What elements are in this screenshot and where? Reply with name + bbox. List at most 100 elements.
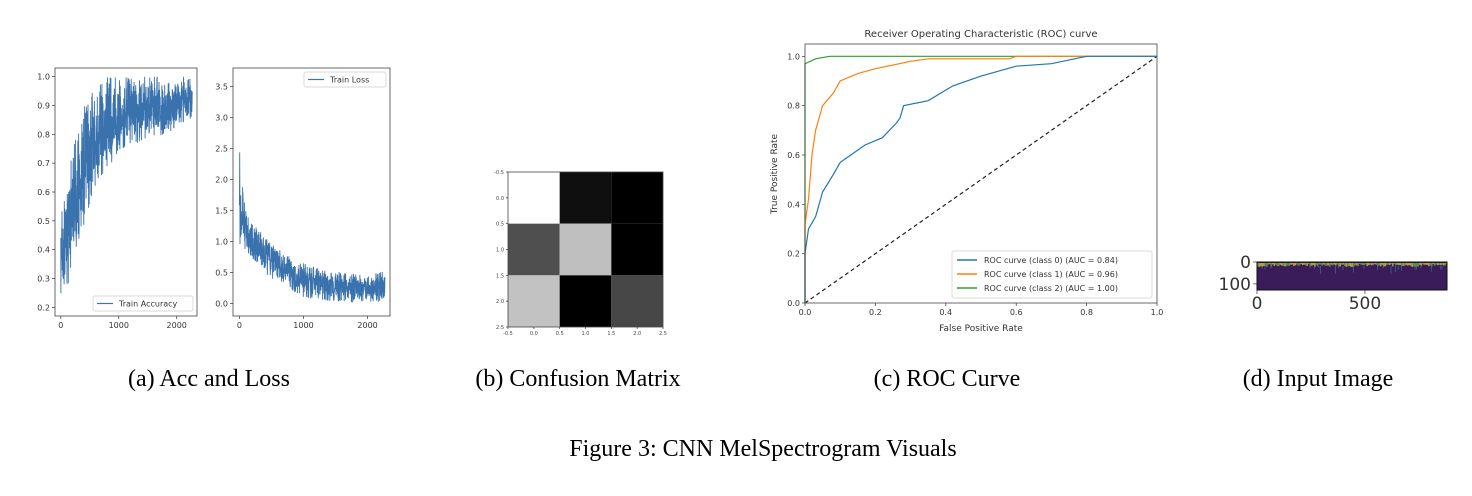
spectrogram-band <box>1320 263 1322 265</box>
roc-series-line <box>804 55 1157 303</box>
y-tick-label: 2.0 <box>215 176 228 185</box>
spectrogram-band <box>1392 263 1394 267</box>
spectrogram-band <box>1396 263 1398 265</box>
loss-chart: 0 1000 2000 0.0 0.5 1.0 1.5 2.0 2.5 3.0 3.5 Train L… <box>215 67 391 330</box>
y-tick-label: 0.5 <box>496 222 504 228</box>
spectrogram-band <box>1345 263 1347 267</box>
spectrogram-band <box>1270 266 1272 269</box>
y-tick-label: -0.5 <box>494 170 504 176</box>
caption-c: (c) ROC Curve <box>874 366 1021 392</box>
spectrogram-band <box>1348 263 1350 266</box>
spectrogram-band <box>1296 263 1298 265</box>
roc-title: Receiver Operating Characteristic (ROC) … <box>864 29 1097 40</box>
y-tick-label: 1.0 <box>787 52 800 61</box>
y-tick-label: 0.5 <box>37 217 50 226</box>
spectrogram-band <box>1425 263 1427 265</box>
y-tick-label: 0.6 <box>37 188 50 197</box>
matrix-cell <box>508 275 560 327</box>
spectrogram-band <box>1350 263 1352 267</box>
x-tick-label: 0.2 <box>869 308 882 317</box>
caption-a: (a) Acc and Loss <box>128 366 290 392</box>
caption-b: (b) Confusion Matrix <box>475 366 680 392</box>
y-tick-label: 0.2 <box>787 250 800 259</box>
spectrogram-band <box>1369 263 1371 266</box>
matrix-cell <box>559 223 612 276</box>
matrix-cell <box>508 172 560 224</box>
spectrogram-band <box>1281 263 1283 266</box>
spectrogram-band <box>1360 263 1362 265</box>
y-tick-label: 0.4 <box>37 246 50 255</box>
spectrogram-band <box>1386 263 1388 266</box>
spectrogram-band <box>1368 263 1370 266</box>
spectrogram-band <box>1372 263 1374 266</box>
x-tick-label: 1000 <box>293 321 313 330</box>
matrix-cell <box>611 172 663 224</box>
spectrogram-band <box>1314 263 1316 267</box>
spectrogram-band <box>1275 263 1277 265</box>
x-tick-label: 2.0 <box>633 331 641 337</box>
spectrogram-band <box>1398 263 1400 266</box>
legend-label: ROC curve (class 2) (AUC = 1.00) <box>984 284 1118 293</box>
spectrogram-band <box>1320 266 1321 274</box>
matrix-cell <box>611 223 663 276</box>
spectrogram-band <box>1389 263 1391 266</box>
spectrogram-band <box>1264 263 1266 266</box>
legend-box <box>92 295 194 312</box>
spectrogram-band <box>1443 263 1445 266</box>
spectrogram-band <box>1257 263 1259 267</box>
spectrogram-band <box>1314 266 1315 269</box>
spectrogram-band <box>1353 266 1354 273</box>
spectrogram-band <box>1305 263 1307 266</box>
loss-line <box>238 152 386 303</box>
axes-frame <box>232 67 391 317</box>
matrix-cell <box>559 275 612 327</box>
spectrogram-band <box>1290 263 1292 265</box>
spectrogram-band <box>1401 266 1402 271</box>
spectrogram-band <box>1431 263 1433 267</box>
spectrogram-band <box>1404 263 1406 266</box>
spectrogram-band <box>1335 263 1337 266</box>
spectrogram-band <box>1318 266 1320 269</box>
spectrogram-band <box>1282 263 1284 267</box>
spectrogram-band <box>1408 263 1410 266</box>
spectrogram-band <box>1344 263 1346 266</box>
loss-legend: Train Loss <box>303 71 387 88</box>
spectrogram-band <box>1294 263 1296 266</box>
spectrogram-band <box>1263 263 1265 267</box>
spectrogram-band <box>1393 263 1395 265</box>
spectrogram-band <box>1380 263 1382 267</box>
y-tick-label: 1.0 <box>37 73 50 82</box>
spectrogram-band <box>1323 263 1325 265</box>
spectrogram-band <box>1401 263 1403 267</box>
spectrogram-band <box>1299 263 1301 266</box>
spectrogram-band <box>1272 263 1274 265</box>
x-tick-label: 0.4 <box>939 308 952 317</box>
x-tick-label: 1.0 <box>1151 308 1164 317</box>
spectrogram-band <box>1261 266 1263 269</box>
spectrogram-band <box>1420 263 1422 266</box>
matrix-cell <box>611 275 663 327</box>
spectrogram-band <box>1338 263 1340 267</box>
y-tick-label: 2.0 <box>496 299 504 305</box>
legend-label: Train Accuracy <box>118 300 178 309</box>
y-tick-label: 0.6 <box>787 151 800 160</box>
spectrogram-band <box>1410 263 1412 266</box>
spectrogram-band <box>1374 263 1376 265</box>
spectrogram-band <box>1377 266 1378 270</box>
spectrogram-band <box>1381 263 1383 265</box>
axes-frame <box>804 43 1158 304</box>
spectrogram-band <box>1440 263 1442 266</box>
y-tick-label: 1.5 <box>496 273 504 279</box>
spectrogram-band <box>1284 263 1286 267</box>
spectrogram-band <box>1303 263 1305 265</box>
spectrogram-band <box>1441 266 1443 270</box>
x-tick-label: 0 <box>58 321 63 330</box>
y-tick-label: 3.5 <box>215 83 228 92</box>
spectrogram-band <box>1440 266 1441 270</box>
spectrogram-band <box>1422 263 1424 265</box>
axes-frame <box>507 171 664 328</box>
chance-line <box>804 55 1158 304</box>
spectrogram-band <box>1291 263 1293 265</box>
spectrogram-band <box>1278 263 1280 267</box>
